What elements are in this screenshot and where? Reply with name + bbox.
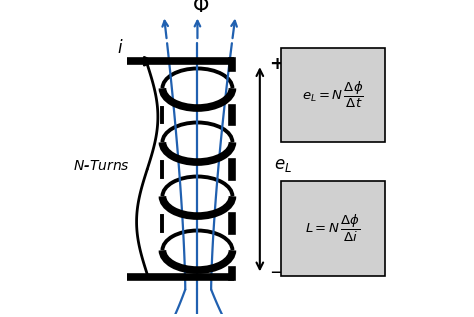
Text: $-$: $-$: [269, 262, 284, 280]
Text: $\mathit{i}$: $\mathit{i}$: [117, 39, 123, 56]
FancyBboxPatch shape: [281, 181, 384, 276]
Text: $e_L$: $e_L$: [273, 156, 292, 174]
Text: $e_L = N\,\dfrac{\Delta\phi}{\Delta t}$: $e_L = N\,\dfrac{\Delta\phi}{\Delta t}$: [302, 80, 364, 110]
FancyBboxPatch shape: [281, 48, 384, 142]
Text: $L = N\,\dfrac{\Delta\phi}{\Delta i}$: $L = N\,\dfrac{\Delta\phi}{\Delta i}$: [305, 213, 361, 244]
Text: $\Phi$: $\Phi$: [192, 0, 209, 16]
Text: +: +: [269, 55, 284, 73]
Text: $\mathit{N}$-$\mathit{Turns}$: $\mathit{N}$-$\mathit{Turns}$: [73, 159, 130, 173]
